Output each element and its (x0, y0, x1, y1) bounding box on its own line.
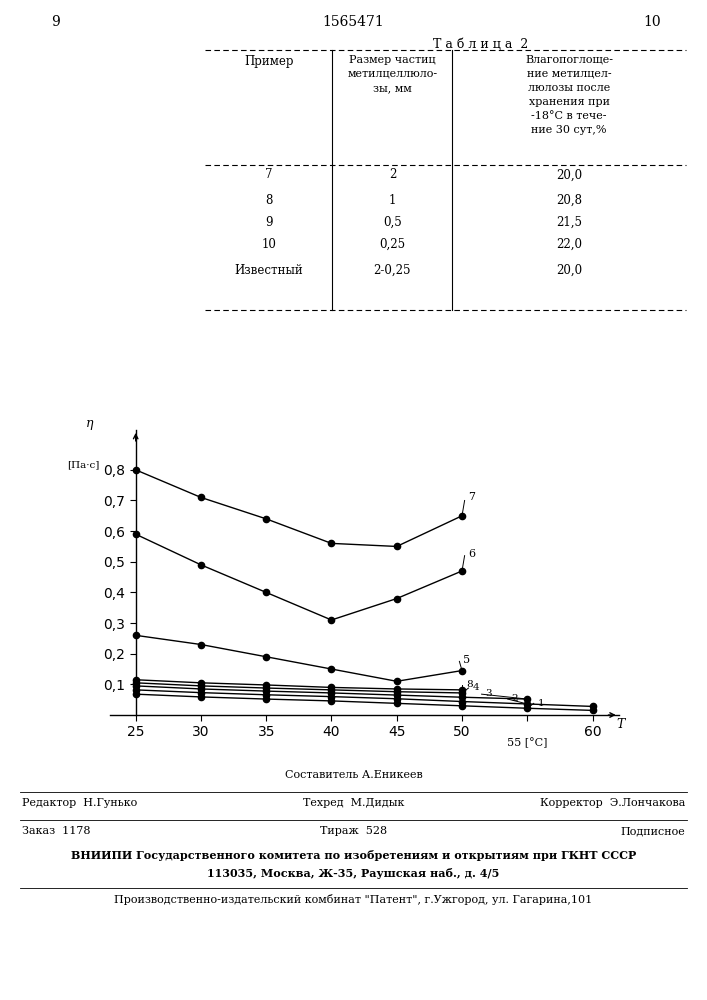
Text: 22,0: 22,0 (556, 237, 582, 250)
Text: Производственно-издательский комбинат "Патент", г.Ужгород, ул. Гагарина,101: Производственно-издательский комбинат "П… (115, 894, 592, 905)
Text: Заказ  1178: Заказ 1178 (22, 826, 90, 836)
Text: Пример: Пример (244, 55, 293, 68)
Text: 1: 1 (389, 194, 396, 207)
Text: 9: 9 (265, 216, 272, 229)
Text: 10: 10 (643, 15, 661, 29)
Text: 9: 9 (51, 15, 59, 29)
Text: Редактор  Н.Гунько: Редактор Н.Гунько (22, 798, 137, 808)
Text: [Па·с]: [Па·с] (67, 461, 100, 470)
Text: 0,25: 0,25 (380, 237, 405, 250)
Text: 8: 8 (265, 194, 272, 207)
Text: Т а б л и ц а  2: Т а б л и ц а 2 (433, 38, 528, 51)
Text: 0,5: 0,5 (383, 216, 402, 229)
Text: 2: 2 (389, 168, 396, 182)
Text: 20,0: 20,0 (556, 263, 582, 276)
Text: 4: 4 (472, 683, 479, 692)
Text: Известный: Известный (234, 263, 303, 276)
Text: Размер частиц
метилцеллюло-
зы, мм: Размер частиц метилцеллюло- зы, мм (347, 55, 438, 93)
Text: 10: 10 (261, 237, 276, 250)
Text: Тираж  528: Тираж 528 (320, 826, 387, 836)
Text: Техред  М.Дидык: Техред М.Дидык (303, 798, 404, 808)
Text: η: η (86, 417, 94, 430)
Text: 7: 7 (265, 168, 272, 182)
Text: 21,5: 21,5 (556, 216, 582, 229)
Text: Влагопоглоще-
ние метилцел-
люлозы после
хранения при
-18°С в тече-
ние 30 сут,%: Влагопоглоще- ние метилцел- люлозы после… (525, 55, 613, 135)
Text: 20,8: 20,8 (556, 194, 582, 207)
Text: Корректор  Э.Лончакова: Корректор Э.Лончакова (539, 798, 685, 808)
Text: 5: 5 (463, 655, 470, 665)
Text: 2: 2 (512, 694, 518, 703)
Text: Составитель А.Еникеев: Составитель А.Еникеев (285, 770, 422, 780)
Text: 2-0,25: 2-0,25 (373, 263, 411, 276)
Text: 55 [°С]: 55 [°С] (507, 738, 547, 749)
Text: 20,0: 20,0 (556, 168, 582, 182)
Text: 7: 7 (469, 492, 476, 502)
Text: 113035, Москва, Ж-35, Раушская наб., д. 4/5: 113035, Москва, Ж-35, Раушская наб., д. … (207, 868, 500, 879)
Text: T: T (616, 718, 624, 731)
Text: ВНИИПИ Государственного комитета по изобретениям и открытиям при ГКНТ СССР: ВНИИПИ Государственного комитета по изоб… (71, 850, 636, 861)
Text: 1: 1 (538, 699, 544, 708)
Text: Подписное: Подписное (620, 826, 685, 836)
Text: 1565471: 1565471 (322, 15, 385, 29)
Text: 6: 6 (469, 549, 476, 559)
Text: 3: 3 (486, 689, 492, 698)
Text: 8: 8 (466, 680, 472, 689)
